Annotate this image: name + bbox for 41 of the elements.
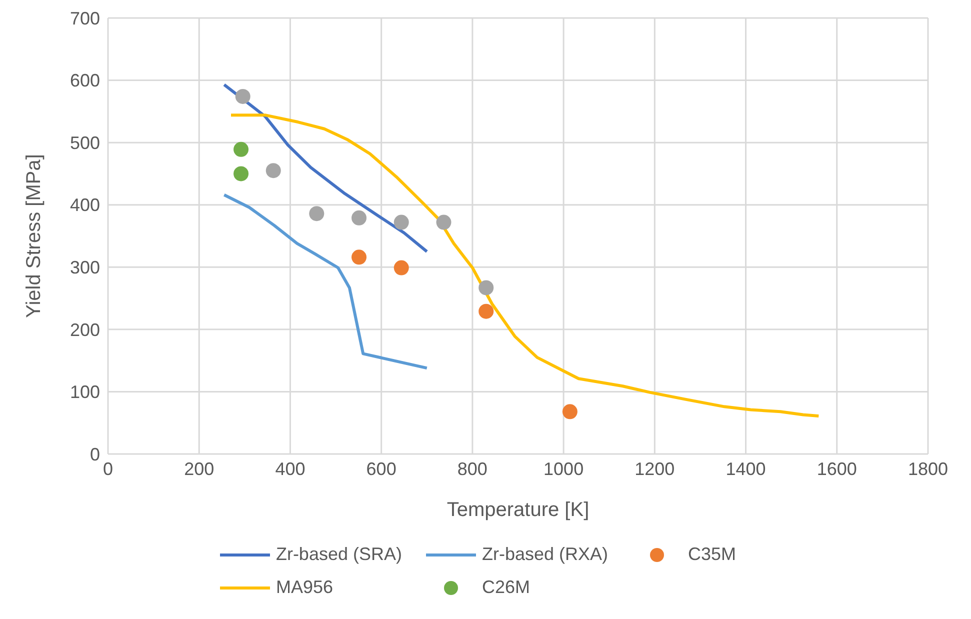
line-series: [222, 193, 428, 370]
legend-label: Zr-based (SRA): [276, 544, 402, 565]
y-axis-title: Yield Stress [MPa]: [23, 154, 46, 318]
point: [266, 163, 281, 178]
x-tick-label: 600: [366, 458, 396, 479]
point: [309, 206, 324, 222]
x-tick-label: 800: [457, 458, 488, 479]
point: [352, 210, 367, 226]
x-tick-label: 200: [184, 458, 214, 479]
point: [394, 214, 409, 230]
legend-label: MA956: [276, 577, 333, 598]
point: [234, 142, 249, 157]
x-tick-label: 1800: [908, 458, 948, 479]
point: [478, 280, 494, 296]
x-axis-title: Temperature [K]: [446, 499, 590, 521]
legend-label: Zr-based (RXA): [482, 544, 608, 565]
x-tick-label: 400: [275, 458, 306, 479]
y-tick-label: 300: [70, 258, 100, 278]
y-tick-label: 100: [70, 382, 100, 402]
legend-label: C35M: [688, 544, 736, 565]
x-tick-label: 1400: [726, 458, 766, 479]
line-series: [222, 83, 428, 254]
x-tick-label: 1600: [816, 458, 857, 479]
x-tick-label: 1200: [634, 458, 675, 479]
point: [562, 404, 578, 420]
point: [352, 250, 367, 265]
line-series: [230, 114, 820, 418]
point: [436, 214, 452, 230]
y-tick-label: 200: [70, 320, 100, 340]
point: [394, 260, 409, 276]
y-tick-label: 0: [90, 444, 100, 464]
y-tick-label: 400: [70, 195, 100, 216]
y-tick-label: 500: [70, 132, 100, 153]
point: [234, 166, 249, 182]
legend-label: C26M: [482, 577, 530, 598]
point: [235, 88, 250, 104]
x-tick-label: 1000: [544, 458, 584, 479]
y-tick-label: 600: [70, 70, 100, 91]
point: [478, 304, 494, 319]
x-tick-label: 0: [102, 458, 114, 479]
y-tick-label: 700: [70, 8, 100, 28]
